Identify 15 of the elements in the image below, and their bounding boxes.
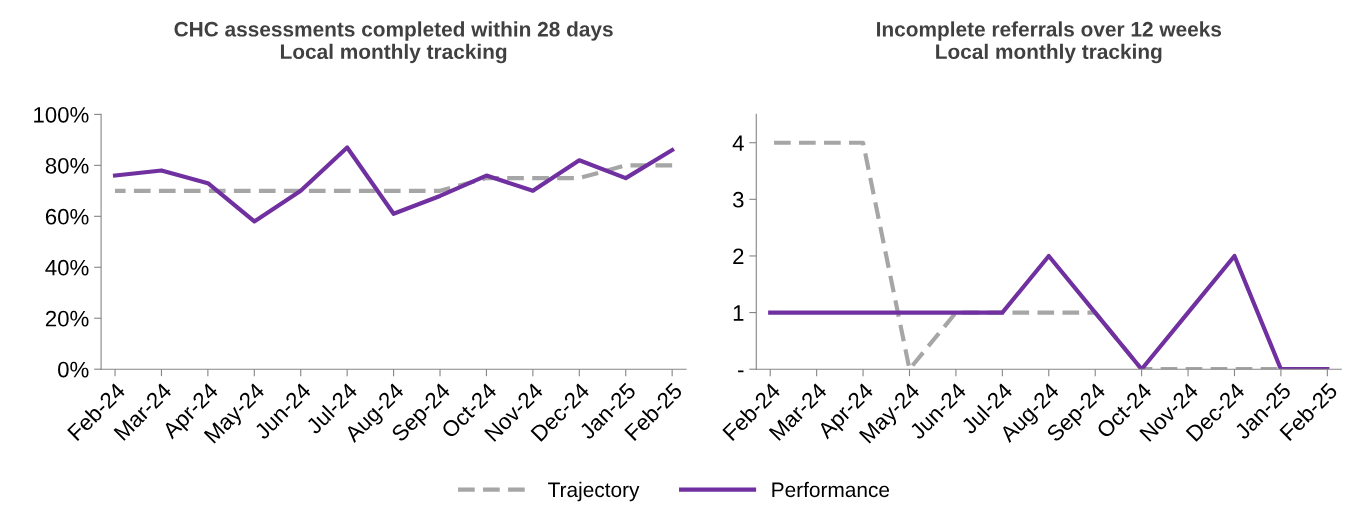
chart-title: CHC assessments completed within 28 days Local monthly tracking — [174, 21, 613, 64]
legend-label: Trajectory — [548, 481, 640, 502]
y-tick-label: 1 — [733, 305, 744, 321]
chart-title: Incomplete referrals over 12 weeks Local monthly tracking — [877, 21, 1222, 64]
y-tick-label: 0% — [58, 361, 89, 378]
y-tick-label: 80% — [45, 157, 89, 174]
y-tick-label: 20% — [45, 310, 89, 327]
y-tick-label: 100% — [34, 106, 89, 123]
y-tick-label: - — [738, 370, 744, 373]
y-tick-label: 3 — [732, 191, 744, 208]
y-tick-label: 2 — [733, 248, 744, 265]
y-tick-label: 4 — [732, 135, 744, 151]
y-tick-label: 40% — [45, 259, 89, 276]
y-tick-label: 60% — [45, 208, 89, 225]
legend-label: Performance — [772, 481, 890, 498]
